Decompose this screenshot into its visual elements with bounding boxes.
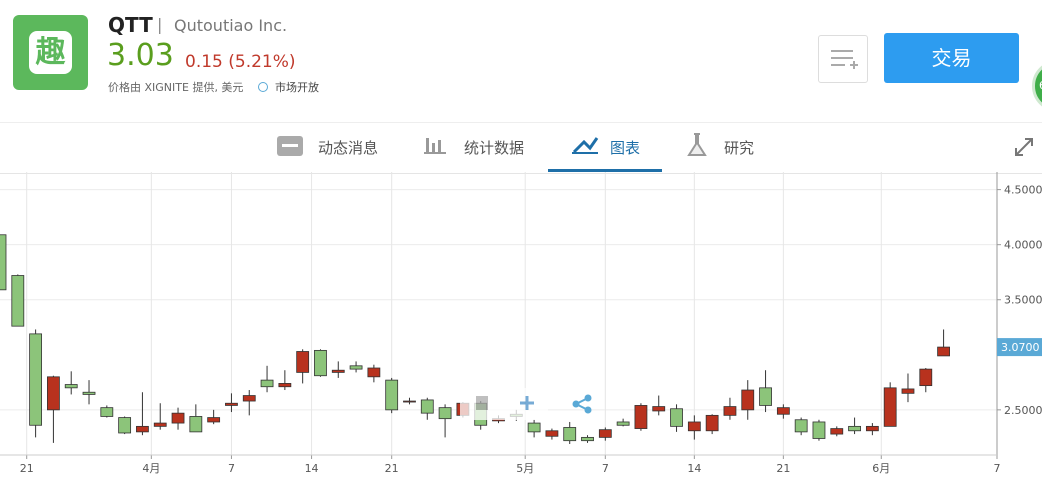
candle-body: [759, 387, 772, 406]
tab-bar: [0, 122, 1042, 174]
logo: 趣: [13, 15, 88, 90]
candle-body: [349, 365, 363, 370]
share-icon: [584, 406, 592, 414]
toolbar-icon: [476, 396, 488, 410]
candle-body: [438, 407, 452, 420]
candle-body: [278, 383, 292, 388]
candle-body: [403, 400, 416, 403]
candle-body: [171, 412, 185, 424]
company: Qutoutiao Inc.: [174, 16, 288, 35]
candle-body: [100, 407, 114, 417]
price-source: 价格由 XIGNITE 提供, 美元: [108, 81, 244, 94]
trade-button[interactable]: 交易: [884, 33, 1019, 83]
candle-body: [794, 419, 808, 433]
y-tick-label: 3.5000: [1004, 294, 1042, 307]
x-tick-label: 7: [994, 462, 1001, 475]
candle-body: [830, 428, 844, 435]
tab[interactable]: 统计数据: [464, 139, 525, 157]
candle-body: [118, 417, 132, 434]
candle-body: [687, 421, 701, 432]
ticker: QTT: [108, 13, 153, 37]
candle-body: [901, 388, 915, 394]
candle-body: [776, 407, 790, 415]
toolbar-bg: [460, 388, 548, 420]
candle-body: [385, 379, 399, 411]
x-tick-label: 5月: [516, 462, 534, 475]
candle-body: [616, 421, 630, 426]
candle-body: [705, 414, 719, 432]
clock-icon: [258, 82, 268, 92]
separator: |: [157, 15, 163, 34]
candle-body: [865, 425, 879, 432]
tab-active[interactable]: 图表: [610, 139, 641, 157]
candle-body: [331, 369, 345, 373]
candle-body: [189, 416, 203, 433]
candle-body: [314, 349, 327, 377]
candlestick-chart: 2.5000 3.5000 4.0000 4.5000 21 4月 7 14 21 5月 7 14 21…: [0, 172, 1042, 475]
candle-body: [296, 351, 310, 373]
x-tick-label: 21: [385, 462, 399, 475]
badge[interactable]: 6: [1032, 60, 1042, 112]
candle-body: [367, 367, 381, 378]
x-tick-label: 21: [20, 462, 34, 475]
candle-body: [741, 389, 755, 411]
x-tick-label: 6月: [872, 462, 890, 475]
candle-body: [225, 402, 238, 406]
list-icon: [831, 50, 858, 69]
candle-body: [937, 346, 950, 357]
market-status: 市场开放: [275, 81, 319, 94]
y-tick-label: 4.0000: [1004, 239, 1042, 252]
tab-icons: [277, 133, 1033, 172]
candle-body: [242, 395, 256, 402]
candle-body: [527, 422, 541, 433]
candle-body: [670, 408, 683, 427]
share-icon: [572, 400, 580, 408]
candle-body: [919, 368, 933, 387]
tab[interactable]: 动态消息: [318, 139, 379, 157]
candle-body: [64, 384, 78, 389]
candle-body: [581, 436, 594, 442]
candle-body: [545, 430, 559, 437]
candle-body: [82, 391, 96, 395]
candle-body: [47, 376, 60, 411]
last-price-label: 3.0700: [1001, 341, 1040, 354]
tab[interactable]: 研究: [724, 139, 755, 157]
candle-body: [11, 275, 25, 327]
candle-body: [136, 425, 149, 433]
candle-body: [420, 399, 434, 414]
watchlist-button[interactable]: [818, 35, 868, 83]
candle-body: [723, 406, 737, 416]
candle-body: [563, 427, 577, 442]
candle-body: [812, 421, 826, 439]
x-tick-label: 7: [602, 462, 609, 475]
chart-toolbar: [460, 388, 548, 420]
candle-body: [634, 405, 648, 429]
candle-body: [0, 234, 7, 291]
x-tick-label: 4月: [142, 462, 160, 475]
price: 3.03: [107, 38, 174, 73]
y-tick-label: 4.5000: [1004, 184, 1042, 197]
candle-body: [598, 429, 612, 438]
x-tick-label: 14: [687, 462, 701, 475]
candle-body: [848, 425, 861, 432]
y-tick-label: 2.5000: [1004, 404, 1042, 417]
x-tick-label: 14: [305, 462, 319, 475]
price-change: 0.15 (5.21%): [185, 52, 296, 72]
candle-body: [153, 422, 167, 427]
toolbar-icon: [520, 396, 534, 410]
share-icon: [584, 394, 592, 402]
candle-body: [207, 417, 221, 423]
candle-body: [29, 333, 43, 426]
x-tick-label: 21: [776, 462, 790, 475]
x-tick-label: 7: [228, 462, 235, 475]
candle-body: [260, 379, 274, 388]
candle-body: [883, 387, 897, 427]
candle-body: [652, 406, 666, 412]
logo-inner: 趣: [29, 31, 72, 74]
last-price-tag: [997, 338, 1042, 357]
